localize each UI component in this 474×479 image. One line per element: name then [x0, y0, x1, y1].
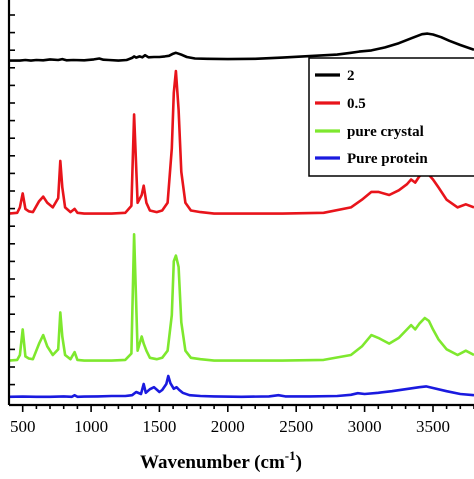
x-axis-title-close: ) — [296, 452, 302, 473]
series-line-0 — [9, 32, 474, 62]
x-tick-label: 2500 — [279, 417, 313, 436]
series-layer — [8, 32, 474, 399]
x-axis-title-main: Wavenumber (cm — [140, 452, 285, 473]
x-tick-label: 1500 — [142, 417, 176, 436]
series-line-1 — [8, 69, 474, 215]
x-tick-label: 3000 — [348, 417, 382, 436]
x-tick-label: 500 — [10, 417, 36, 436]
x-axis-title: Wavenumber (cm-1) — [140, 448, 302, 473]
axis-layer: 500 1000 1500 2000 2500 3000 3500 — [7, 0, 474, 436]
series-line-2 — [8, 233, 474, 362]
x-tick-label: 1000 — [74, 417, 108, 436]
legend-label-0: 2 — [347, 68, 355, 84]
legend: 2 0.5 pure crystal Pure protein — [308, 57, 474, 177]
legend-label-1: 0.5 — [347, 96, 366, 112]
legend-label-3: Pure protein — [347, 151, 428, 167]
x-tick-label: 3500 — [416, 417, 450, 436]
series-line-3 — [8, 374, 474, 399]
x-tick-label: 2000 — [211, 417, 245, 436]
legend-label-2: pure crystal — [347, 124, 424, 140]
x-axis-title-superscript: -1 — [285, 448, 296, 463]
legend-box — [308, 57, 474, 177]
